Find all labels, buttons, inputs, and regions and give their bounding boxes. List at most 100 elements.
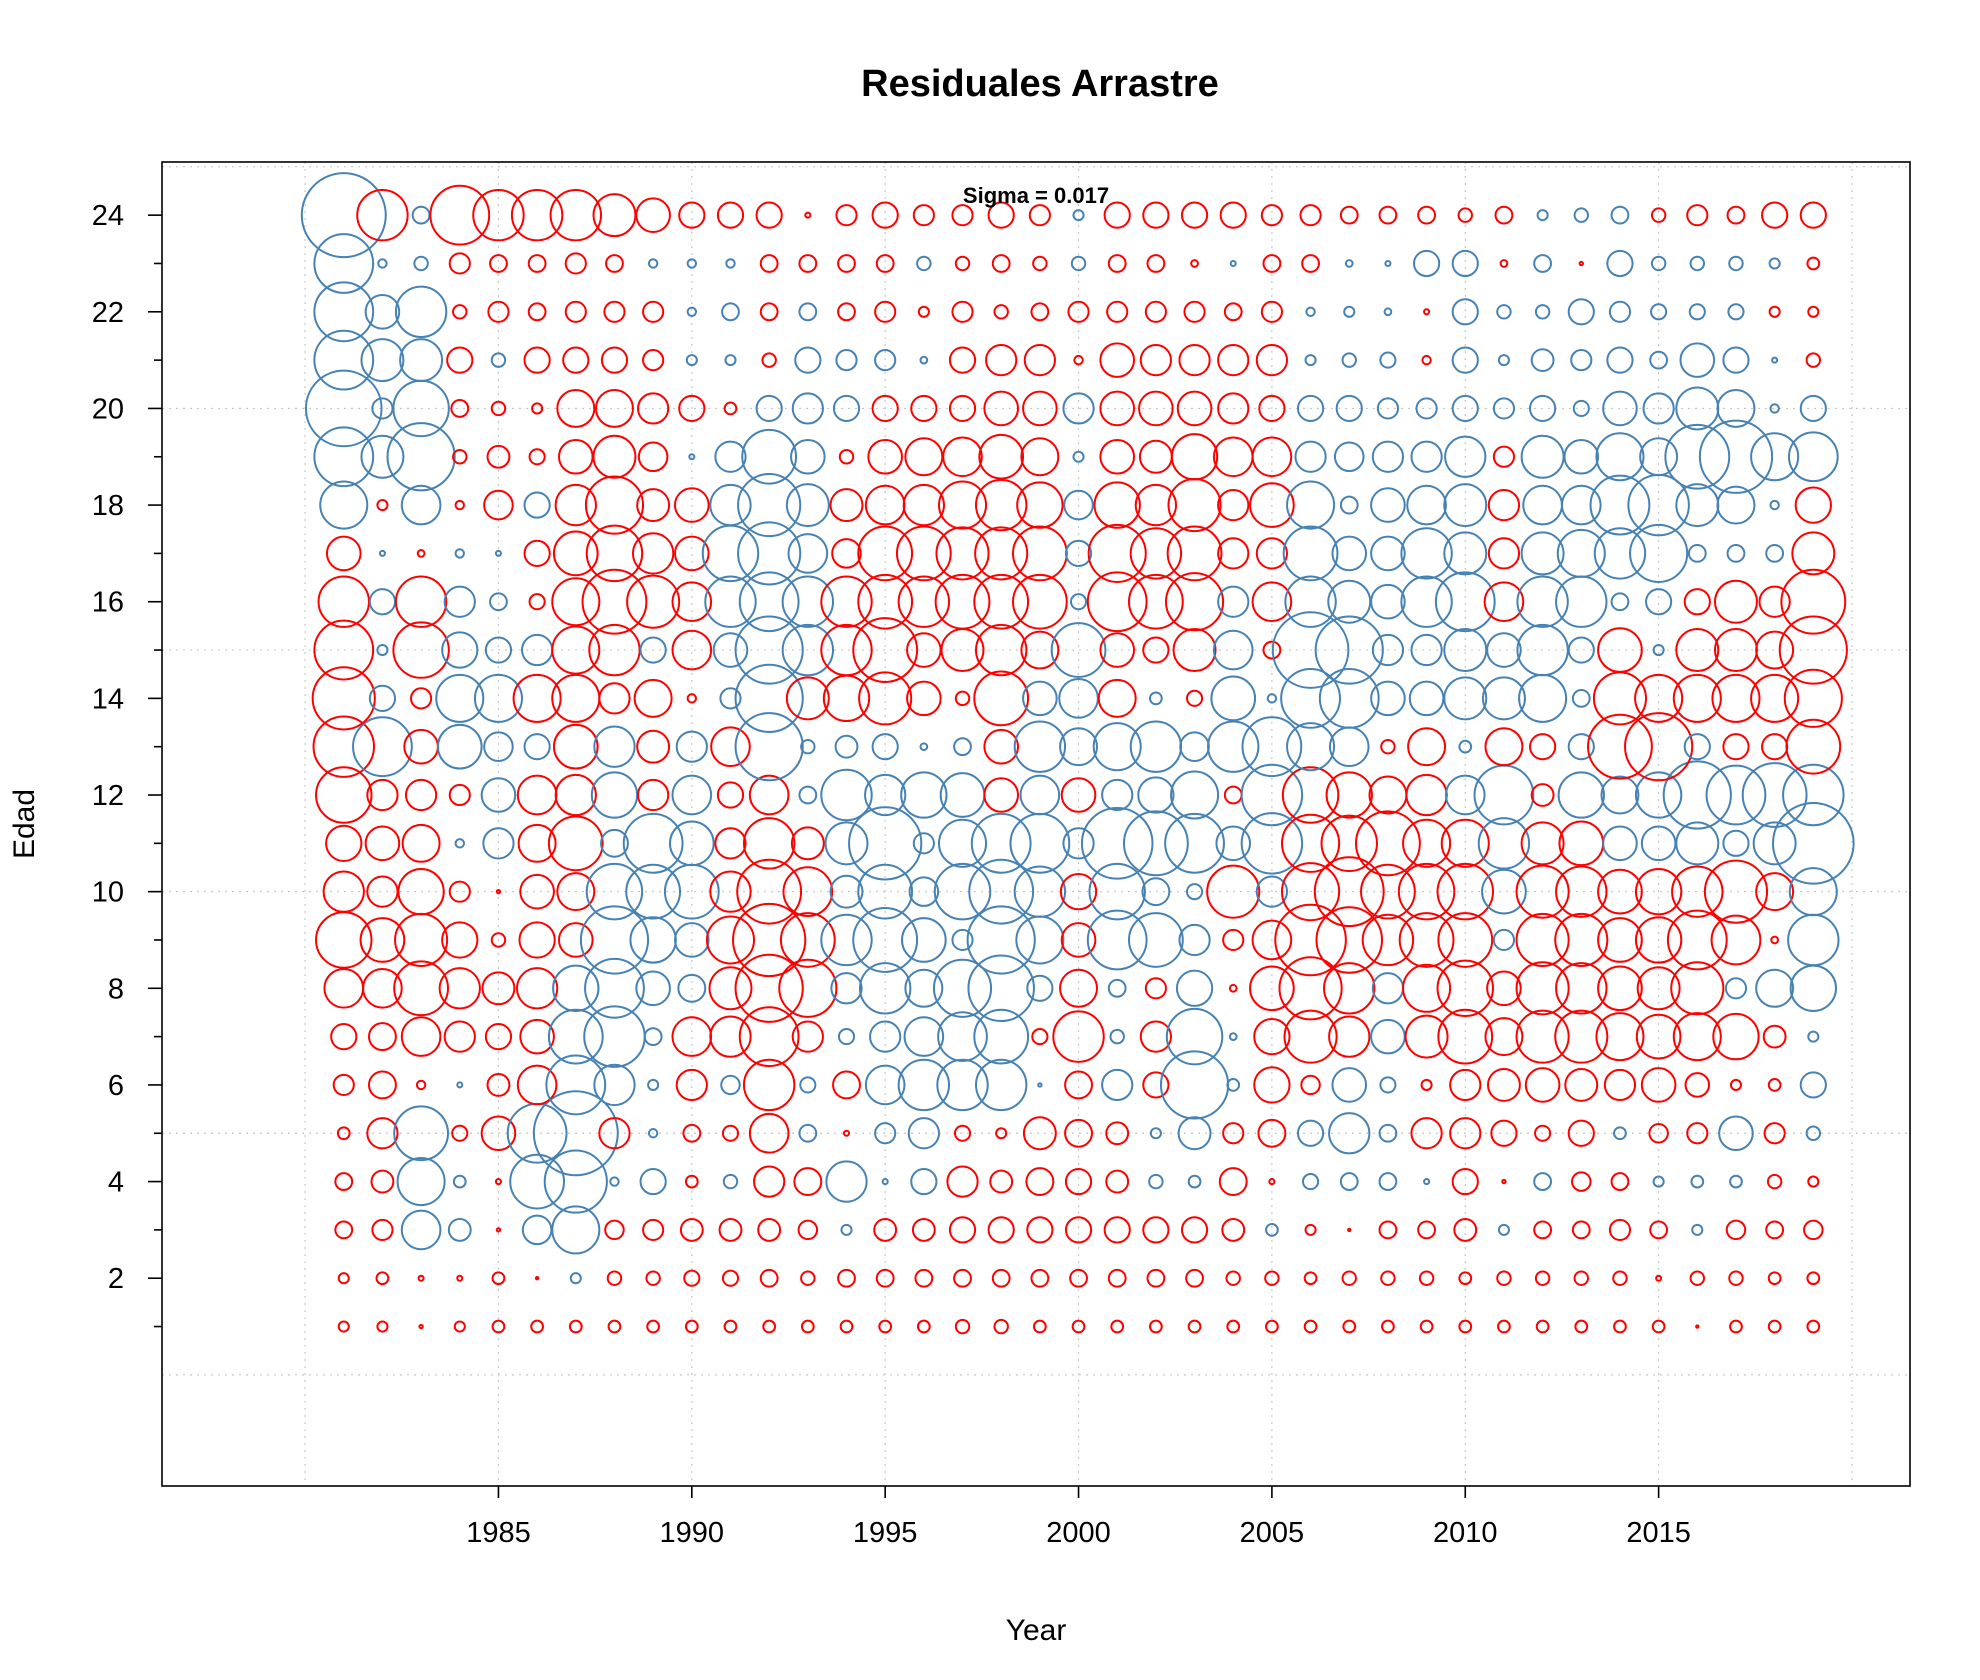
bubble-point [837,1028,856,1046]
bubble-point [824,821,869,866]
bubble-point [1371,440,1405,473]
bubble-point [1490,1119,1518,1147]
bubble-point [376,1320,389,1333]
bubble-point [1299,204,1322,227]
bubble-point [418,1323,424,1330]
bubble-point [629,916,677,964]
bubble-point [935,526,990,581]
bubble-point [1011,525,1068,582]
bubble-point [1323,962,1376,1015]
bubble-point [800,738,816,755]
bubble-point [1763,1122,1786,1145]
bubble-point [1400,527,1453,580]
bubble-point [709,870,752,913]
bubble-point [530,1319,545,1334]
bubble-point [517,823,557,863]
bubble-point [953,1124,972,1142]
bubble-point [1069,593,1088,611]
bubble-point [832,394,861,423]
bubble-point [515,967,559,1010]
bubble-point [375,1271,390,1286]
bubble-point [1228,1032,1238,1041]
bubble-point [1217,392,1250,425]
bubble-point [723,401,738,416]
bubble-point [1686,204,1709,227]
bubble-point [1597,965,1643,1012]
bubble-point [1722,829,1750,857]
bubble-point [716,781,745,809]
bubble-point [1229,259,1237,267]
bubble-point [1190,259,1199,268]
bubble-point [300,172,387,259]
bubble-point [1556,528,1606,578]
bubble-point [1729,1078,1743,1091]
bubble-point [753,1165,786,1198]
bubble-point [337,1272,350,1285]
bubble-point [633,678,673,718]
bubble-point [995,1127,1008,1140]
bubble-point [554,773,597,817]
bubble-point [1249,965,1295,1012]
bubble-point [356,188,409,242]
bubble-point [701,524,760,583]
bubble-point [1771,802,1855,885]
bubble-point [901,917,947,963]
bubble-point [1086,909,1148,971]
bubble-point [1423,308,1431,316]
bubble-point [718,1217,743,1242]
bubble-point [443,1020,476,1053]
bubble-point [490,352,507,368]
bubble-point [1099,342,1136,378]
bubble-point [1597,627,1643,673]
bubble-point [755,394,783,423]
bubble-point [647,1078,660,1091]
bubble-point [394,285,448,338]
y-tick-label: 22 [92,297,124,329]
bubble-point [705,915,756,965]
bubble-point [1217,585,1250,618]
bubble-point [1266,693,1278,704]
bubble-point [1028,204,1051,227]
bubble-point [1052,1010,1105,1063]
bubble-point [450,399,470,418]
bubble-point [1260,300,1283,323]
bubble-point [684,1319,699,1334]
bubble-point [1166,525,1223,582]
bubble-point [413,255,429,272]
bubble-point [622,812,684,874]
bubble-point [1624,712,1694,782]
bubble-point [1444,774,1486,816]
bubble-point [857,863,914,920]
bubble-point [1397,862,1456,921]
bubble-point [1613,1126,1627,1141]
bubble-point [1368,775,1408,815]
y-tick-label: 8 [108,973,124,1005]
bubble-point [1761,733,1789,761]
bubble-point [948,394,977,423]
bubble-point [1318,667,1380,729]
bubble-point [1164,812,1225,874]
bubble-point [1567,636,1595,664]
bubble-point [1059,968,1099,1008]
x-tick-label: 1995 [853,1517,918,1549]
bubble-point [1787,913,1840,967]
bubble-point [1497,1223,1510,1236]
bubble-point [1683,588,1711,616]
bubble-point [674,922,710,958]
bubble-point [1165,1007,1224,1066]
bubble-point [607,1319,622,1334]
bubble-point [1370,1018,1406,1055]
bubble-point [1451,1167,1479,1196]
bubble-point [1141,877,1171,907]
bubble-point [1339,1172,1359,1191]
bubble-point [1417,205,1436,225]
bubble-point [486,444,511,469]
bubble-point [1451,298,1479,326]
bubble-point [1020,437,1060,477]
bubble-point [1142,201,1170,229]
bubble-point [1670,961,1725,1016]
y-tick-label: 24 [92,200,124,232]
bubble-point [491,1271,506,1286]
bubble-point [906,680,942,717]
